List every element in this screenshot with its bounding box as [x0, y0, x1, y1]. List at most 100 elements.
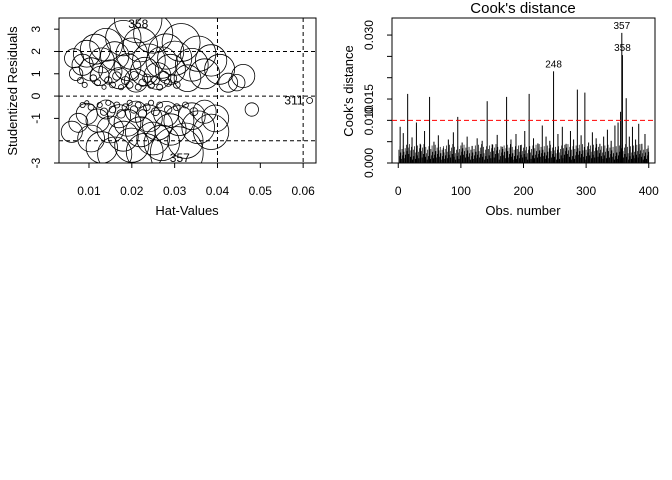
influence-point	[109, 81, 116, 89]
cooks-x-axis-label: Obs. number	[485, 203, 561, 218]
influence-point	[180, 35, 217, 72]
influence-point	[244, 102, 259, 117]
influence-point	[143, 124, 180, 161]
influence-point-label: 357	[170, 151, 190, 165]
influence-point	[154, 53, 186, 85]
influence-point	[143, 103, 151, 111]
x-tick-label: 200	[513, 184, 533, 198]
y-tick-label: 0.030	[362, 20, 376, 50]
influence-point	[71, 53, 94, 76]
influence-point	[153, 101, 180, 127]
influence-point	[113, 101, 121, 109]
influence-point	[150, 107, 160, 117]
cooks-spikes	[398, 32, 650, 163]
influence-point	[126, 99, 133, 106]
influence-point	[87, 103, 95, 111]
influence-point	[132, 43, 166, 78]
influence-point	[129, 71, 139, 81]
influence-point	[173, 81, 181, 89]
influence-point	[105, 19, 142, 57]
influence-point	[121, 76, 130, 85]
influence-point	[125, 81, 134, 89]
influence-point	[107, 104, 132, 129]
influence-point	[94, 79, 101, 87]
influence-point	[181, 110, 216, 145]
influence-point	[167, 73, 178, 83]
influence-point	[112, 71, 122, 81]
influence-point	[84, 100, 90, 106]
y-tick-label: 0.010	[362, 105, 376, 135]
influence-points	[60, 18, 314, 163]
x-tick-label: 0.01	[77, 184, 101, 198]
influence-point	[173, 64, 202, 92]
influence-point	[201, 104, 230, 133]
influence-point	[107, 120, 139, 152]
influence-point	[189, 58, 221, 90]
influence-point-label: 358	[128, 17, 148, 31]
y-tick-label: 0	[29, 92, 43, 99]
influence-point	[218, 72, 239, 93]
influence-point	[133, 18, 174, 54]
influence-point	[189, 107, 199, 117]
influence-point	[101, 84, 107, 90]
cooks-plot-title: Cook's distance	[470, 0, 575, 17]
influence-point	[167, 122, 204, 159]
influence-point	[156, 101, 164, 109]
influence-point	[204, 53, 236, 85]
x-tick-label: 0.03	[163, 184, 187, 198]
cooks-plot-box	[391, 17, 656, 164]
influence-point	[68, 112, 89, 133]
influence-point-labeled	[306, 97, 314, 104]
influence-point	[148, 33, 185, 70]
influence-point	[142, 73, 152, 83]
influence-point	[134, 101, 142, 109]
influence-point-labeled	[114, 18, 163, 44]
influence-point	[164, 78, 173, 87]
influence-point	[121, 103, 130, 111]
influence-x-axis-label: Hat-Values	[155, 203, 219, 218]
influence-point	[118, 84, 125, 91]
influence-point	[135, 104, 163, 133]
influence-point	[89, 27, 123, 62]
influence-point	[193, 113, 230, 150]
y-tick-label: 3	[29, 25, 43, 32]
influence-point	[105, 99, 112, 106]
influence-point	[192, 99, 217, 124]
y-tick-label: 2	[29, 48, 43, 55]
influence-point-labeled	[150, 126, 204, 163]
cooks-point-label: 358	[614, 43, 631, 54]
influence-reference-lines	[59, 18, 316, 163]
influence-point	[80, 33, 111, 65]
y-tick-label: 1	[29, 70, 43, 77]
influence-point	[154, 113, 187, 146]
influence-point	[79, 102, 86, 109]
influence-point	[136, 121, 171, 156]
influence-point-label: 311	[284, 94, 303, 108]
influence-point	[147, 81, 155, 89]
influence-point	[156, 83, 164, 91]
influence-point	[81, 81, 88, 88]
influence-point	[124, 116, 156, 148]
influence-point	[122, 27, 158, 63]
influence-point	[85, 131, 118, 163]
influence-point	[129, 105, 139, 114]
influence-point	[114, 127, 150, 163]
influence-y-axis: -3 -1 0 1 2 3	[29, 25, 59, 168]
influence-point	[96, 115, 125, 144]
y-tick-label: -3	[29, 157, 43, 168]
influence-point	[108, 105, 117, 114]
influence-point	[164, 105, 173, 114]
influence-point	[89, 74, 98, 82]
influence-x-axis: 0.01 0.02 0.03 0.04 0.05 0.06	[77, 163, 315, 198]
influence-plot-box	[58, 17, 317, 164]
x-tick-label: 0.05	[249, 184, 273, 198]
x-tick-label: 0.06	[291, 184, 315, 198]
influence-y-axis-label: Studentized Residuals	[5, 26, 20, 156]
cooks-point-label: 357	[613, 21, 630, 32]
influence-point	[181, 101, 189, 109]
influence-point	[148, 99, 155, 106]
cooks-y-axis-label: Cook's distance	[341, 45, 356, 136]
y-tick-label: -1	[29, 113, 43, 124]
